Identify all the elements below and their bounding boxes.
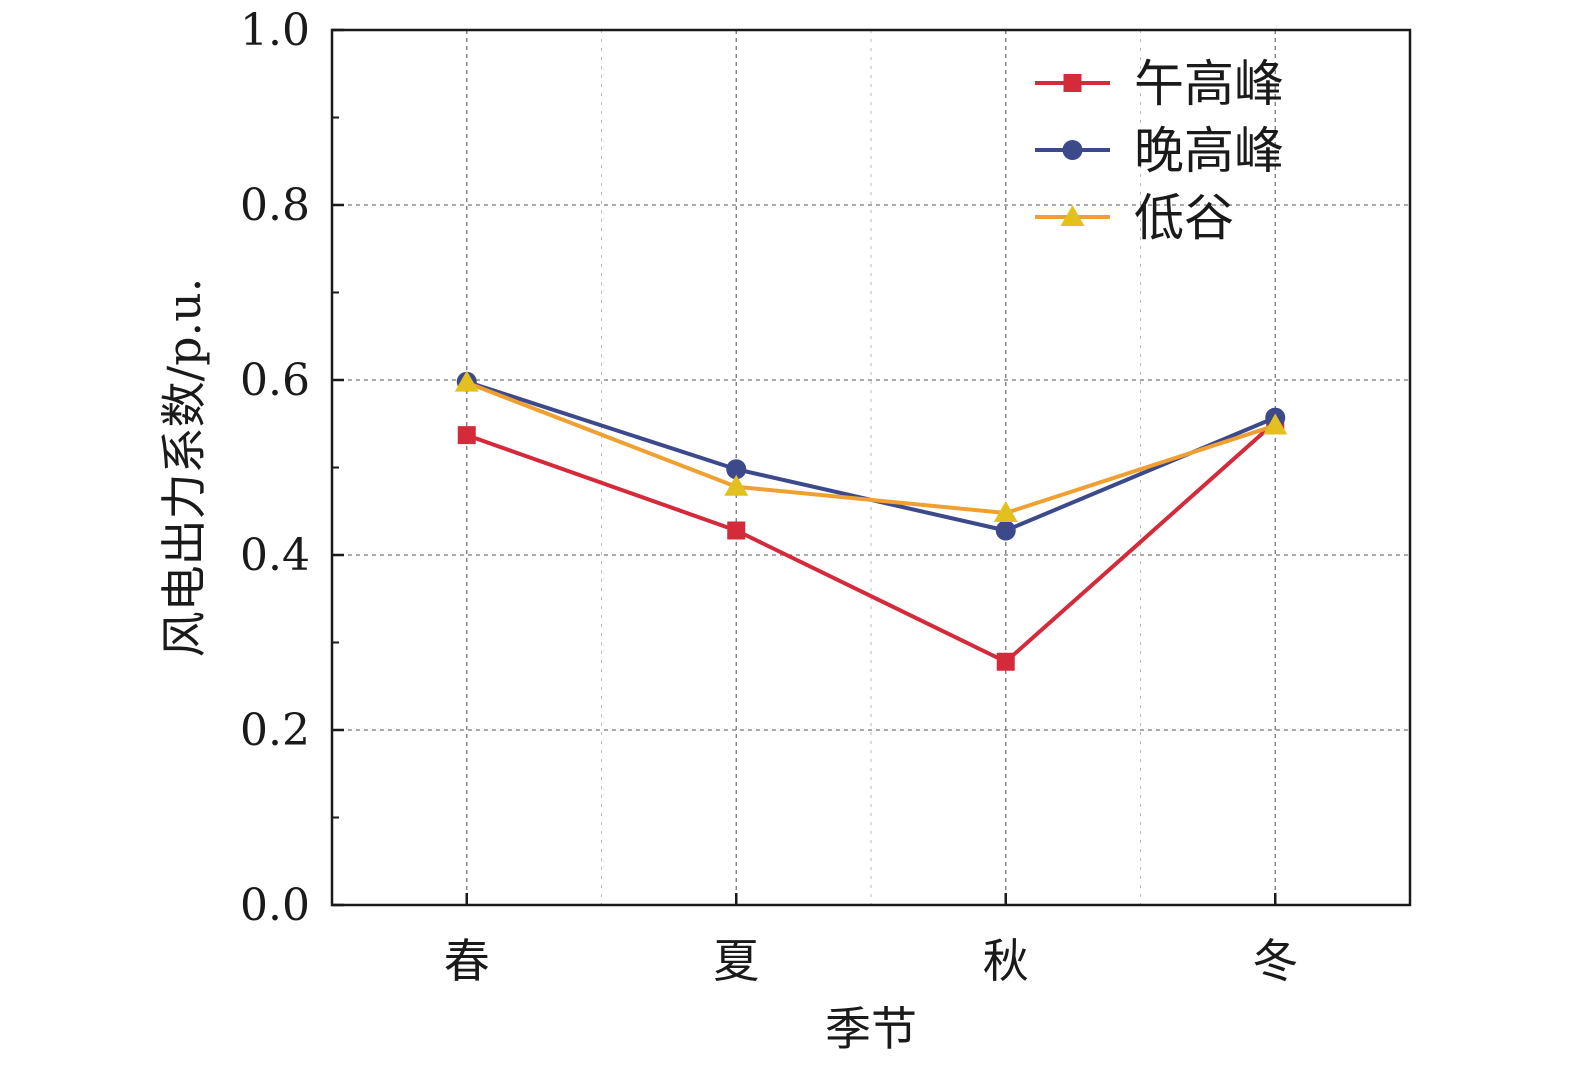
x-tick-label: 冬: [1252, 934, 1298, 988]
data-point: [727, 521, 746, 540]
series-line: [466, 420, 1277, 664]
grid-lines: [332, 30, 1410, 905]
axes: 0.0 0.2 0.4 0.6 0.8 1.0 春 夏 秋 冬: [240, 5, 1298, 988]
legend-item[interactable]: 晚高峰: [1035, 122, 1284, 180]
series-2: [456, 371, 1286, 541]
series-1: [457, 413, 1285, 671]
legend-marker: [1063, 74, 1082, 92]
data-point: [724, 474, 749, 496]
x-axis-title: 季节: [825, 1002, 917, 1056]
data-point: [457, 426, 476, 445]
series-3: [454, 370, 1288, 522]
legend-label: 午高峰: [1134, 55, 1284, 113]
data-point: [995, 520, 1016, 541]
y-tick-label: 0.0: [240, 880, 310, 931]
y-tick-label: 1.0: [240, 5, 310, 56]
series-layer: [454, 370, 1288, 671]
y-tick-label: 0.6: [240, 355, 310, 406]
data-point: [1263, 413, 1288, 435]
x-tick-label: 秋: [983, 934, 1029, 988]
legend-label: 低谷: [1134, 189, 1234, 247]
legend-item[interactable]: 低谷: [1035, 189, 1234, 247]
data-point: [996, 652, 1015, 671]
y-tick-label: 0.4: [240, 530, 310, 581]
data-point: [726, 459, 747, 480]
legend-marker: [1062, 140, 1083, 160]
series-line: [466, 380, 1276, 515]
x-tick-label: 春: [444, 934, 490, 988]
data-point: [454, 370, 479, 392]
y-tick-label: 0.8: [240, 180, 310, 231]
legend-item[interactable]: 午高峰: [1035, 55, 1284, 113]
legend-label: 晚高峰: [1134, 122, 1284, 180]
x-tick-label: 夏: [713, 934, 759, 988]
data-point: [993, 501, 1018, 522]
y-tick-label: 0.2: [240, 705, 310, 756]
y-axis-title: 风电出力系数/p.u.: [157, 278, 211, 658]
legend-marker: [1060, 205, 1085, 226]
